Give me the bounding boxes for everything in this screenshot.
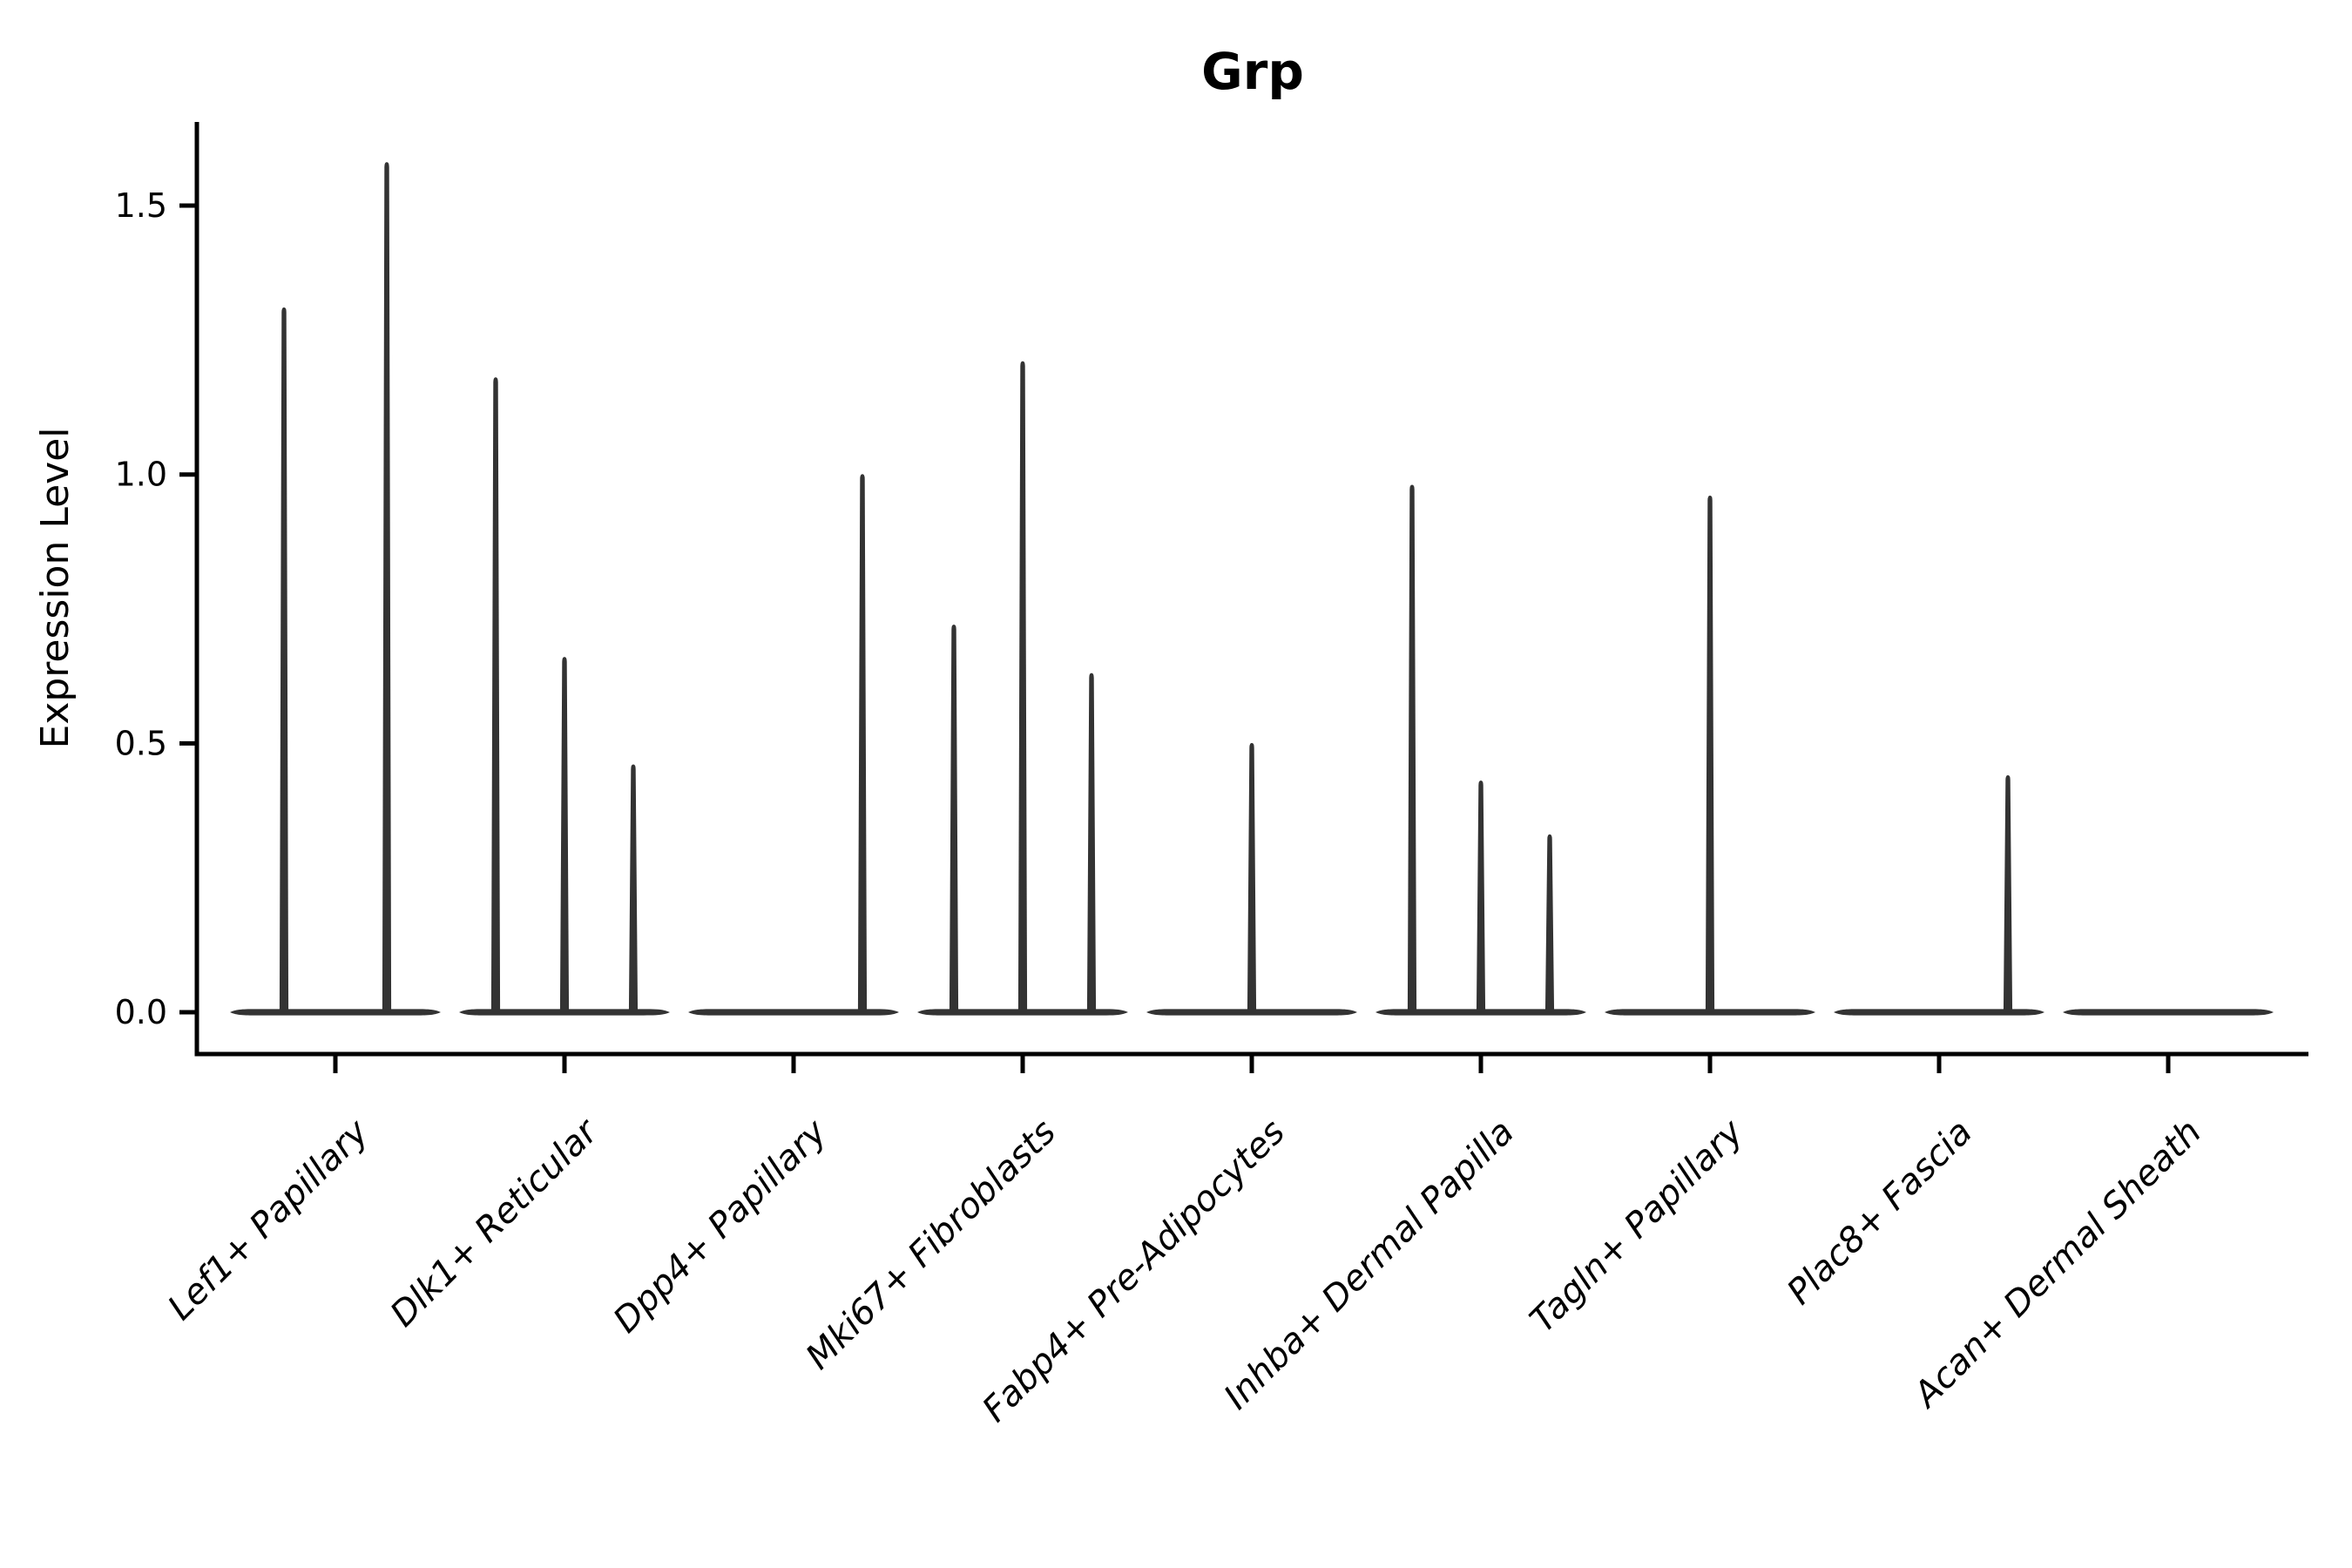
x-tick-label: Tagln+ Papillary [1523, 1112, 1752, 1341]
violin-spike [1705, 495, 1715, 1015]
y-tick-label: 1.5 [115, 186, 167, 225]
violin-spike [1017, 361, 1028, 1015]
violin-spike [1407, 484, 1417, 1015]
violin-baseline [688, 1009, 899, 1016]
violin-baseline [1834, 1009, 2044, 1016]
violin-baseline [230, 1009, 441, 1016]
violin-baseline [1605, 1009, 1815, 1016]
violin-spike [1544, 834, 1555, 1015]
x-tick-label: Lef1+ Papillary [160, 1112, 377, 1328]
violin-spike [949, 625, 959, 1015]
violin-spike [1086, 672, 1097, 1015]
violin-spike [490, 377, 501, 1015]
violin-baseline [2063, 1009, 2274, 1016]
violin-spike [1247, 742, 1257, 1015]
x-tick-label: Mki67+ Fibroblasts [798, 1112, 1064, 1378]
x-tick-label: Plac8+ Fascia [1780, 1112, 1980, 1313]
violin-baseline [1146, 1009, 1357, 1016]
plot-area: 0.0 0.5 1.0 1.5 Lef1+ Papillary Dlk1+ Reticul… [115, 122, 2308, 1429]
violin-spike [279, 307, 289, 1015]
violin-spike [1476, 781, 1486, 1015]
x-tick-label: Dpp4+ Papillary [606, 1112, 835, 1341]
violin-spike [559, 657, 570, 1015]
violin-baseline [1375, 1009, 1586, 1016]
y-tick-label: 0.0 [115, 993, 167, 1031]
violin-spike [382, 162, 392, 1015]
violin-spike [2003, 774, 2013, 1015]
violin-baseline [917, 1009, 1128, 1016]
chart-title: Grp [1201, 42, 1304, 101]
violin-baseline [459, 1009, 670, 1016]
y-tick-label: 1.0 [115, 456, 167, 494]
violin-spike [857, 474, 868, 1015]
violin-spike [628, 764, 639, 1015]
x-tick-label: Dlk1+ Reticular [383, 1111, 607, 1335]
y-axis-label: Expression Level [33, 428, 78, 749]
y-tick-label: 0.5 [115, 724, 167, 762]
